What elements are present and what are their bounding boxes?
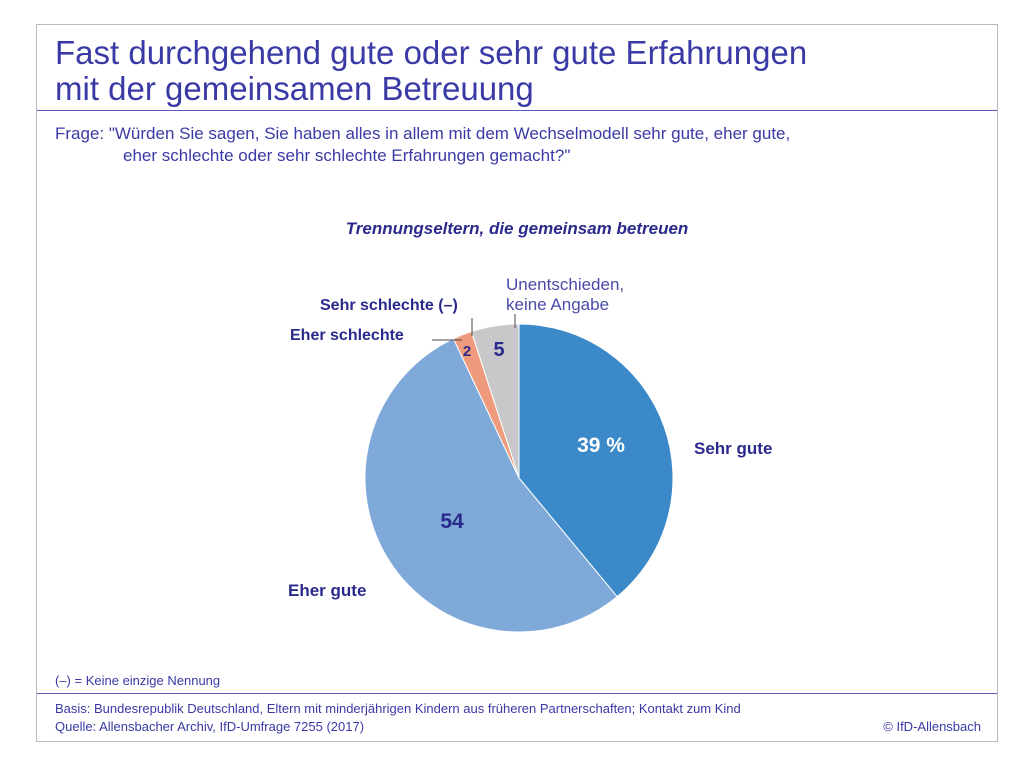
slice-label-sehr-schlechte: Sehr schlechte (–) [320,297,458,314]
question-line-2: eher schlechte oder sehr schlechte Erfah… [123,146,571,165]
pie-slice-sehr-gute [518,323,674,598]
title-line-2: mit der gemeinsamen Betreuung [55,70,534,107]
pie-slice-unentschieden-keine-angabe [470,323,520,479]
title-line-1: Fast durchgehend gute oder sehr gute Erf… [55,34,808,71]
slice-value-unentschieden: 5 [493,339,504,361]
slice-value-eher-gute: 54 [440,510,464,533]
slice-label-unentschieden-line-1: Unentschieden, [506,275,624,294]
copyright-note: © IfD-Allensbach [883,719,981,734]
slice-label-eher-schlechte: Eher schlechte [290,327,404,344]
slice-value-eher-schlechte: 2 [463,343,471,360]
title-divider [37,110,997,111]
survey-question: Frage: "Würden Sie sagen, Sie haben alle… [55,123,975,167]
slice-label-sehr-gute: Sehr gute [694,439,772,458]
pie-slice-eher-gute [364,337,618,633]
source-note: Quelle: Allensbacher Archiv, IfD-Umfrage… [55,719,365,734]
footer-divider [37,693,997,694]
basis-note: Basis: Bundesrepublik Deutschland, Elter… [55,701,741,716]
slice-label-unentschieden-line-2: keine Angabe [506,295,609,314]
footnote: (–) = Keine einzige Nennung [55,673,221,688]
question-line-1: Frage: "Würden Sie sagen, Sie haben alle… [55,124,791,143]
slice-value-sehr-gute: 39 % [577,434,625,457]
slice-label-eher-gute: Eher gute [288,581,366,600]
pie-slices [364,323,674,633]
page-title: Fast durchgehend gute oder sehr gute Erf… [55,35,975,107]
chart-subtitle: Trennungseltern, die gemeinsam betreuen [345,219,689,238]
leader-lines [432,314,516,341]
